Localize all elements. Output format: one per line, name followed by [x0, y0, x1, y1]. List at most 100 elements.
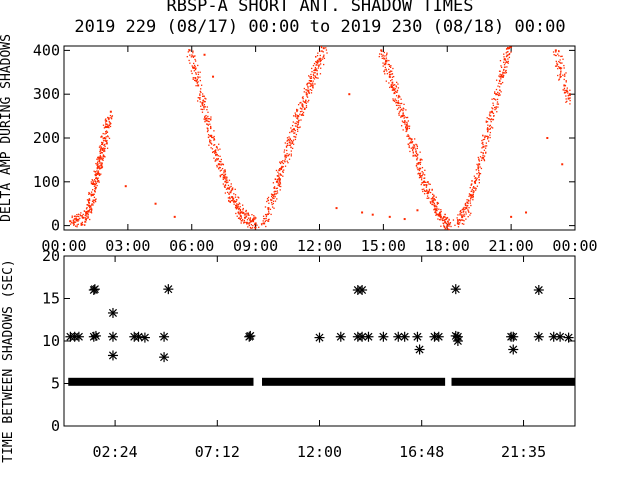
delta-amp-point	[206, 123, 208, 125]
delta-amp-point	[406, 125, 408, 127]
delta-amp-point	[201, 103, 203, 106]
delta-amp-point	[432, 193, 434, 195]
delta-amp-point	[561, 62, 563, 64]
delta-amp-point	[469, 200, 471, 202]
delta-amp-point	[254, 216, 256, 218]
delta-amp-point	[104, 133, 106, 135]
top-series-falling	[378, 49, 455, 231]
delta-amp-point	[392, 75, 395, 78]
delta-amp-point	[270, 193, 273, 195]
delta-amp-point	[101, 147, 104, 150]
delta-amp-point	[469, 214, 471, 216]
delta-amp-point	[315, 56, 317, 58]
delta-amp-point	[301, 103, 303, 105]
delta-amp-point	[475, 179, 477, 182]
delta-amp-point	[247, 212, 250, 214]
delta-amp-point	[284, 165, 287, 167]
delta-amp-point	[209, 142, 211, 144]
delta-amp-point	[281, 165, 283, 168]
delta-amp-point	[391, 78, 393, 81]
delta-amp-point	[411, 149, 414, 151]
delta-amp-point	[280, 166, 283, 169]
delta-amp-point	[273, 187, 276, 189]
delta-amp-point	[194, 77, 196, 79]
delta-amp-point	[312, 84, 314, 86]
delta-amp-point	[503, 66, 506, 68]
delta-amp-point	[320, 46, 323, 49]
delta-amp-point	[399, 102, 401, 105]
delta-amp-point	[97, 171, 99, 173]
delta-amp-point	[433, 202, 436, 205]
delta-amp-point	[474, 187, 476, 189]
delta-amp-point	[91, 208, 93, 210]
top-series-falling	[552, 49, 571, 105]
delta-amp-point	[225, 188, 228, 190]
delta-amp-point	[560, 55, 562, 58]
delta-amp-point	[412, 152, 415, 154]
delta-amp-point	[411, 142, 413, 144]
delta-amp-point	[431, 188, 433, 191]
delta-amp-point	[279, 181, 281, 183]
delta-amp-point	[421, 177, 423, 179]
delta-amp-point	[317, 61, 320, 63]
delta-amp-point	[245, 215, 247, 217]
delta-amp-point	[283, 169, 285, 171]
delta-amp-point	[71, 221, 73, 224]
delta-amp-point	[203, 100, 205, 103]
top-series-rising	[69, 114, 114, 228]
bottom-x-tick-label: 12:00	[297, 443, 342, 461]
delta-amp-point	[82, 224, 84, 226]
delta-amp-point	[306, 96, 309, 98]
star-marker	[159, 352, 170, 363]
bottom-x-tick-label: 16:48	[399, 443, 444, 461]
delta-amp-point	[302, 96, 304, 98]
delta-amp-point	[278, 184, 280, 186]
delta-amp-point	[487, 124, 489, 126]
delta-amp-point	[210, 119, 212, 121]
delta-amp-point	[285, 156, 287, 159]
delta-amp-point	[278, 175, 280, 177]
top-series-falling	[186, 49, 260, 230]
delta-amp-point	[435, 196, 437, 198]
delta-amp-point	[419, 158, 422, 160]
delta-amp-point	[282, 160, 284, 162]
delta-amp-point	[311, 71, 313, 73]
delta-amp-point	[406, 135, 408, 137]
delta-amp-point	[228, 199, 230, 202]
delta-amp-point	[400, 125, 403, 127]
delta-amp-point	[203, 105, 205, 108]
delta-amp-point	[296, 121, 298, 123]
delta-amp-point	[295, 113, 297, 116]
delta-amp-point	[459, 218, 461, 221]
delta-amp-point	[245, 216, 248, 218]
delta-amp-point	[252, 220, 254, 222]
delta-amp-point	[270, 199, 272, 202]
delta-amp-point	[335, 207, 338, 210]
delta-amp-point	[82, 216, 85, 219]
delta-amp-point	[466, 201, 468, 203]
delta-amp-point	[260, 223, 263, 225]
delta-amp-point	[106, 135, 109, 137]
delta-amp-point	[197, 64, 199, 67]
delta-amp-point	[308, 80, 311, 82]
delta-amp-point	[241, 220, 243, 222]
delta-amp-point	[197, 84, 200, 87]
delta-amp-point	[203, 108, 205, 110]
delta-amp-point	[90, 193, 92, 195]
delta-amp-point	[489, 112, 491, 114]
delta-amp-point	[490, 115, 492, 117]
delta-amp-point	[391, 82, 393, 84]
delta-amp-point	[560, 70, 562, 72]
delta-amp-point	[88, 206, 91, 209]
delta-amp-point	[197, 81, 199, 83]
delta-amp-point	[553, 54, 555, 56]
delta-amp-point	[79, 214, 81, 216]
delta-amp-point	[456, 222, 459, 224]
delta-amp-point	[275, 187, 278, 190]
delta-amp-point	[378, 55, 380, 58]
delta-amp-point	[223, 185, 226, 187]
delta-amp-point	[389, 70, 392, 72]
delta-amp-point	[279, 189, 281, 191]
delta-amp-point	[206, 106, 208, 108]
